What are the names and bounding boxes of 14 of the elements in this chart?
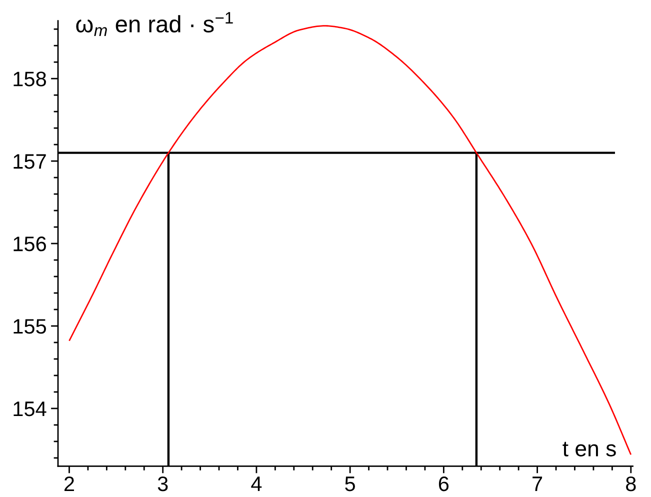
y-tick-label: 156 <box>14 236 46 252</box>
x-tick-label: 3 <box>158 476 168 492</box>
x-tick-label: 5 <box>345 476 355 492</box>
y-tick-label: 157 <box>14 154 46 169</box>
x-tick-label: 4 <box>251 476 262 492</box>
x-axis-title: t en s <box>562 442 616 456</box>
y-tick-label: 158 <box>14 72 46 86</box>
y-tick-label: 155 <box>14 319 46 334</box>
y-tick-label: 154 <box>14 402 46 416</box>
x-tick-label: 8 <box>626 476 636 492</box>
x-tick-label: 7 <box>532 476 542 492</box>
x-tick-label: 6 <box>438 476 449 492</box>
x-tick-label: 2 <box>64 476 74 492</box>
y-axis-title: ω$_{m}$ en rad · s$^{−1}$ <box>76 12 233 36</box>
